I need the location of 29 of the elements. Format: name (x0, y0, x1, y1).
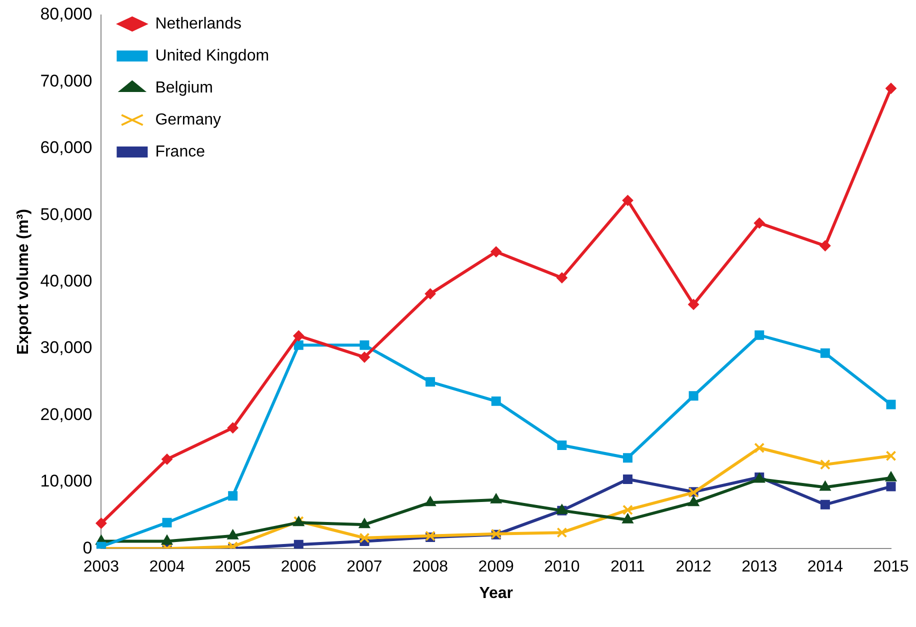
x-tick-label: 2005 (215, 558, 251, 576)
legend-label: France (155, 143, 206, 160)
legend-label: Germany (155, 111, 221, 128)
x-tick-label: 2008 (412, 558, 448, 576)
x-tick-label: 2007 (346, 558, 382, 576)
y-tick-label: 0 (82, 538, 92, 558)
x-tick-label: 2015 (873, 558, 909, 576)
y-axis-title: Export volume (m³) (15, 208, 32, 355)
y-tick-label: 10,000 (40, 472, 92, 491)
y-tick-label: 70,000 (40, 71, 92, 90)
y-tick-label: 50,000 (40, 204, 92, 224)
legend-label: United Kingdom (155, 47, 270, 64)
x-tick-label: 2014 (807, 558, 844, 576)
y-tick-label: 60,000 (40, 138, 92, 158)
y-tick-label: 30,000 (40, 338, 92, 358)
y-tick-label: 40,000 (40, 271, 92, 290)
y-tick-label: 80,000 (40, 4, 92, 24)
y-tick-label: 20,000 (40, 404, 92, 424)
legend-label: Belgium (155, 79, 214, 96)
x-tick-label: 2003 (83, 558, 120, 576)
x-tick-label: 2006 (280, 558, 317, 576)
x-tick-label: 2013 (742, 558, 778, 576)
x-tick-label: 2004 (149, 558, 185, 576)
legend-label: Netherlands (155, 15, 242, 32)
x-tick-label: 2010 (544, 558, 580, 576)
x-tick-label: 2012 (676, 558, 712, 576)
x-axis-title: Year (479, 584, 514, 602)
x-tick-label: 2009 (478, 558, 514, 576)
x-tick-label: 2011 (610, 558, 646, 576)
